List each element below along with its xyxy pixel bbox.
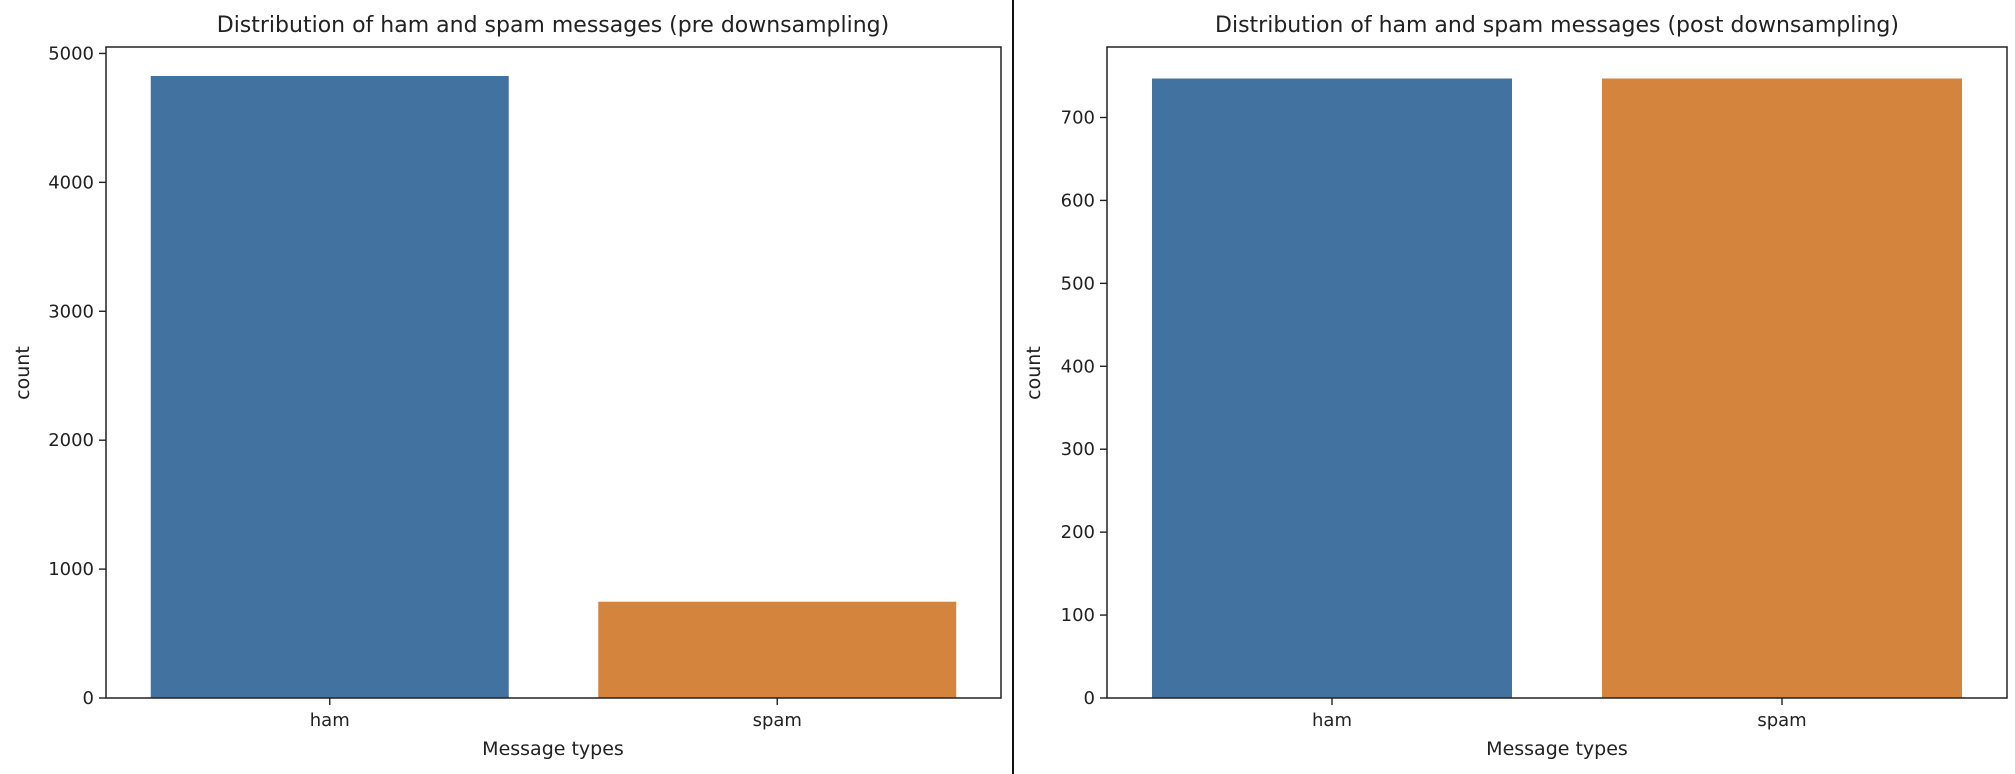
y-tick-label: 100 — [1061, 605, 1095, 626]
y-tick-label: 5000 — [48, 43, 94, 64]
y-tick-label: 400 — [1061, 356, 1095, 377]
x-tick-label: ham — [310, 710, 350, 731]
y-tick-label: 3000 — [48, 301, 94, 322]
y-tick-label: 0 — [1084, 688, 1095, 709]
bar-ham — [1152, 78, 1512, 699]
y-axis-label: count — [1023, 346, 1045, 400]
y-tick-labels: 0 1000 2000 3000 4000 5000 — [48, 43, 106, 709]
chart-pre-downsampling: Distribution of ham and spam messages (p… — [12, 13, 1002, 760]
plot-frame — [105, 46, 1002, 699]
y-tick-label: 500 — [1061, 273, 1095, 294]
x-tick-labels: ham spam — [310, 698, 802, 731]
x-tick-labels: ham spam — [1312, 698, 1807, 731]
y-tick-label: 200 — [1061, 522, 1095, 543]
chart-post-downsampling: Distribution of ham and spam messages (p… — [1023, 13, 2008, 760]
y-axis-label: count — [12, 346, 34, 400]
bar-spam — [598, 601, 957, 698]
x-axis-label: Message types — [482, 738, 624, 760]
bars — [1152, 78, 1962, 699]
plot-frame — [1106, 46, 2008, 699]
x-axis-label: Message types — [1486, 738, 1628, 760]
x-tick-label: ham — [1312, 710, 1352, 731]
y-tick-label: 4000 — [48, 172, 94, 193]
y-tick-label: 2000 — [48, 430, 94, 451]
chart-title: Distribution of ham and spam messages (p… — [217, 13, 889, 38]
y-tick-labels: 0 100 200 300 400 500 600 700 — [1061, 107, 1107, 709]
y-tick-label: 0 — [83, 688, 94, 709]
bar-spam — [1602, 78, 1962, 699]
x-tick-label: spam — [1757, 710, 1806, 731]
y-tick-label: 1000 — [48, 559, 94, 580]
y-tick-label: 300 — [1061, 439, 1095, 460]
chart-title: Distribution of ham and spam messages (p… — [1215, 13, 1899, 38]
y-tick-label: 600 — [1061, 190, 1095, 211]
y-tick-label: 700 — [1061, 107, 1095, 128]
bars — [150, 76, 957, 699]
x-tick-label: spam — [753, 710, 802, 731]
bar-ham — [150, 76, 509, 699]
